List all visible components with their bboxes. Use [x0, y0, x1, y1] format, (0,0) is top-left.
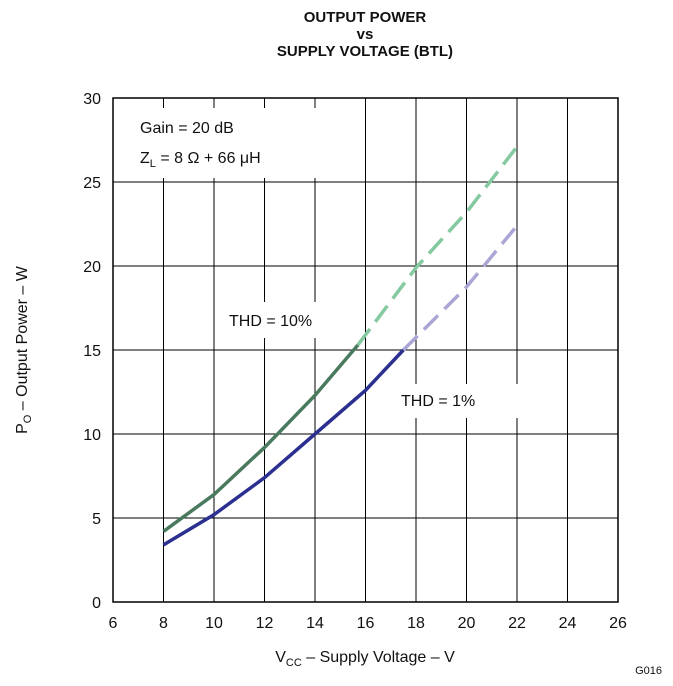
y-tick-label: 0 — [92, 595, 101, 612]
text-part: Z — [140, 150, 150, 167]
text-part: P — [14, 423, 31, 434]
x-tick-label: 20 — [458, 615, 476, 632]
y-tick-label: 15 — [83, 343, 101, 360]
chart-title: OUTPUT POWER — [304, 9, 427, 26]
x-tick-label: 10 — [205, 615, 223, 632]
y-tick-label: 25 — [83, 175, 101, 192]
y-tick-label: 30 — [83, 91, 101, 108]
chart-title: vs — [357, 26, 374, 43]
subscript: CC — [286, 657, 302, 669]
y-axis-label: PO – Output Power – W — [14, 265, 34, 434]
x-tick-label: 8 — [159, 615, 168, 632]
subscript: O — [22, 414, 34, 423]
data-line — [356, 145, 519, 347]
text-part: = 8 Ω + 66 μH — [156, 150, 261, 167]
text-part: THD = 1% — [401, 393, 475, 410]
label-background — [392, 384, 522, 418]
annotation: ZL = 8 Ω + 66 μH — [140, 150, 261, 170]
x-tick-label: 14 — [306, 615, 324, 632]
annotation: Gain = 20 dB — [140, 120, 234, 137]
x-axis-label: VCC – Supply Voltage – V — [275, 649, 455, 669]
text-part: – Supply Voltage – V — [302, 649, 455, 666]
x-tick-label: 22 — [508, 615, 526, 632]
x-tick-label: 26 — [609, 615, 627, 632]
chart-title: SUPPLY VOLTAGE (BTL) — [277, 43, 453, 60]
text-part: THD = 10% — [229, 313, 312, 330]
data-line — [402, 224, 519, 352]
text-part: – Output Power – W — [14, 265, 31, 414]
subscript: L — [150, 158, 156, 170]
label-background — [128, 108, 318, 178]
x-tick-label: 16 — [357, 615, 375, 632]
label-background — [220, 302, 345, 338]
x-tick-label: 18 — [407, 615, 425, 632]
plot-frame — [112, 97, 619, 603]
annotation: THD = 10% — [229, 313, 312, 330]
x-tick-label: 12 — [256, 615, 274, 632]
y-tick-label: 20 — [83, 259, 101, 276]
data-line — [162, 348, 405, 547]
y-tick-label: 5 — [92, 511, 101, 528]
y-tick-label: 10 — [83, 427, 101, 444]
x-tick-label: 24 — [559, 615, 577, 632]
text-part: V — [275, 649, 286, 666]
data-line — [162, 343, 360, 533]
text-part: Gain = 20 dB — [140, 120, 234, 137]
annotation: THD = 1% — [401, 393, 475, 410]
footnote: G016 — [635, 665, 662, 677]
x-tick-label: 6 — [109, 615, 118, 632]
